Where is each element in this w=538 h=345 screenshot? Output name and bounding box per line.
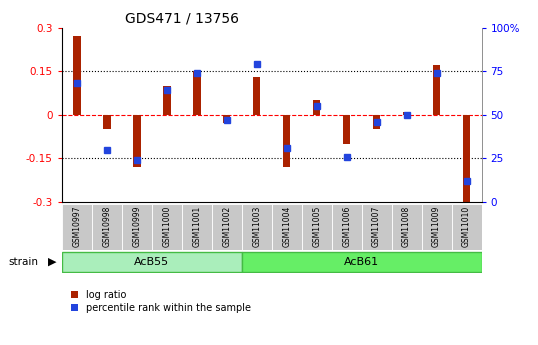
Bar (242, 204, 272, 250)
Text: AcB61: AcB61 (344, 257, 379, 267)
Text: GSM10997: GSM10997 (72, 205, 81, 247)
Text: GSM11004: GSM11004 (282, 205, 291, 247)
Bar (362, 204, 392, 250)
Bar (392, 204, 422, 250)
Bar (373, 115, 380, 129)
Text: GSM11008: GSM11008 (402, 205, 411, 247)
Bar (152, 204, 182, 250)
Bar (103, 115, 111, 129)
Bar (253, 77, 260, 115)
Text: GSM11005: GSM11005 (312, 205, 321, 247)
Bar (313, 100, 321, 115)
Text: strain: strain (8, 257, 38, 267)
Text: GSM10999: GSM10999 (132, 205, 141, 247)
Bar (182, 204, 212, 250)
Text: ▶: ▶ (48, 257, 57, 267)
Text: GSM11003: GSM11003 (252, 205, 261, 247)
Text: GSM11001: GSM11001 (192, 205, 201, 247)
Text: AcB55: AcB55 (134, 257, 169, 267)
Text: GSM11010: GSM11010 (462, 205, 471, 247)
Text: GSM11007: GSM11007 (372, 205, 381, 247)
Bar (62, 204, 92, 250)
Legend: log ratio, percentile rank within the sample: log ratio, percentile rank within the sa… (67, 286, 255, 317)
Bar (463, 115, 470, 202)
Bar (343, 115, 350, 144)
Bar (133, 115, 140, 167)
Bar (223, 115, 230, 124)
Text: GSM11002: GSM11002 (222, 205, 231, 247)
Bar (422, 204, 451, 250)
Bar (451, 204, 482, 250)
Bar (212, 204, 242, 250)
Text: GSM11000: GSM11000 (162, 205, 171, 247)
Bar (62, 252, 242, 272)
Text: GSM11006: GSM11006 (342, 205, 351, 247)
Bar (283, 115, 291, 167)
Bar (92, 204, 122, 250)
Bar (272, 204, 302, 250)
Bar (122, 204, 152, 250)
Bar (242, 252, 482, 272)
Text: GDS471 / 13756: GDS471 / 13756 (125, 11, 239, 25)
Bar (331, 204, 362, 250)
Text: GSM11009: GSM11009 (432, 205, 441, 247)
Bar (193, 71, 201, 115)
Bar (302, 204, 331, 250)
Text: GSM10998: GSM10998 (102, 205, 111, 247)
Bar (403, 112, 410, 115)
Bar (433, 65, 440, 115)
Bar (163, 86, 171, 115)
Bar (73, 36, 81, 115)
